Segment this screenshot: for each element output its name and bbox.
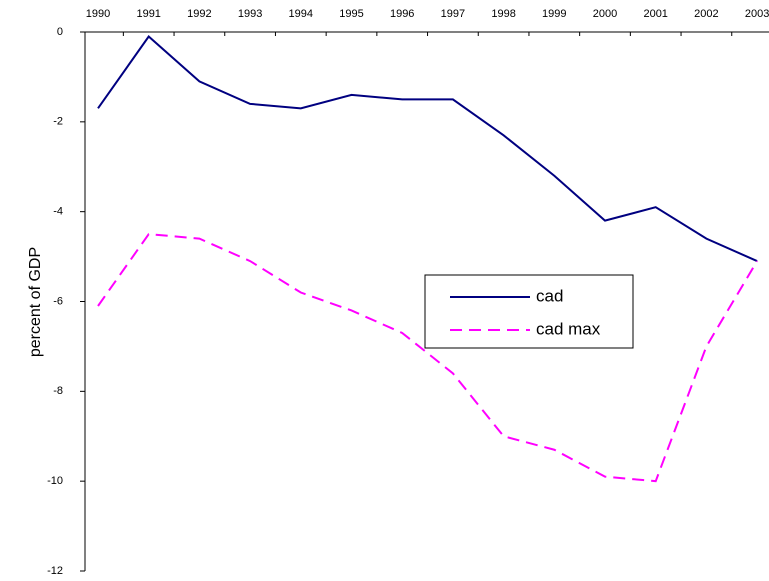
y-tick-label: -6: [53, 295, 63, 307]
x-tick-label: 1999: [542, 8, 566, 20]
legend-label: cad max: [536, 319, 601, 338]
x-tick-label: 2002: [694, 8, 718, 20]
series-line: [97, 233, 758, 483]
y-tick-label: -10: [47, 475, 63, 487]
series-line: [97, 35, 758, 262]
y-tick-label: -12: [47, 565, 63, 577]
x-tick-label: 2003: [745, 8, 769, 20]
y-axis-label: percent of GDP: [27, 247, 44, 357]
y-tick-label: -8: [53, 385, 63, 397]
x-tick-label: 1998: [491, 8, 515, 20]
x-tick-label: 1997: [441, 8, 465, 20]
x-tick-label: 1993: [238, 8, 262, 20]
x-tick-label: 1992: [187, 8, 211, 20]
x-tick-label: 2000: [593, 8, 617, 20]
x-tick-label: 1994: [289, 8, 313, 20]
y-tick-label: 0: [57, 26, 63, 38]
y-tick-label: -2: [53, 116, 63, 128]
x-tick-label: 1991: [136, 8, 160, 20]
x-tick-label: 2001: [643, 8, 667, 20]
legend-box: [424, 274, 634, 349]
y-tick-label: -4: [53, 206, 63, 218]
x-tick-label: 1996: [390, 8, 414, 20]
x-tick-label: 1990: [86, 8, 110, 20]
x-tick-label: 1995: [339, 8, 363, 20]
legend-label: cad: [536, 286, 563, 305]
